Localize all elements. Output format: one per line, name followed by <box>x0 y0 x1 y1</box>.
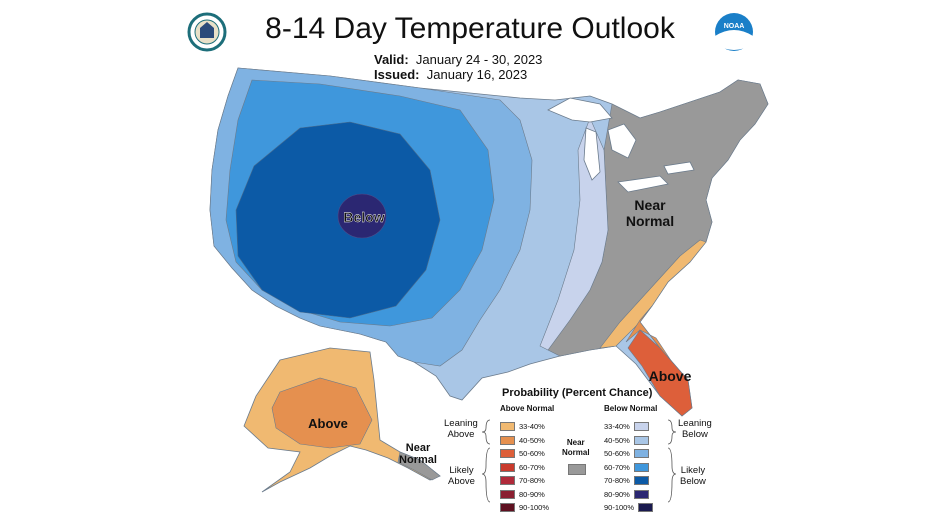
valid-label: Valid: <box>374 52 409 67</box>
legend-below-range-label: 33-40% <box>604 422 630 431</box>
legend-above-range-label: 50-60% <box>519 449 545 458</box>
legend-below-row-1: 33-40% <box>600 422 649 431</box>
legend-below-range-label: 70-80% <box>604 476 630 485</box>
above-33-40-region <box>599 239 707 349</box>
legend-above-swatch <box>500 489 515 499</box>
legend-above-range-label: 40-50% <box>519 435 545 445</box>
legend-above-range-label: 80-90% <box>519 489 545 499</box>
legend-above-range-label: 60-70% <box>519 462 545 472</box>
legend-leaning-below: Leaning Below <box>678 418 712 440</box>
legend-title: Probability (Percent Chance) <box>502 387 653 399</box>
legend-below-range-label: 60-70% <box>604 462 630 472</box>
legend-likely-below: Likely Below <box>680 465 706 487</box>
issued-line: Issued: January 16, 2023 <box>374 67 527 82</box>
below-80-90-region <box>337 193 387 239</box>
svg-text:NOAA: NOAA <box>724 23 745 30</box>
valid-value: January 24 - 30, 2023 <box>415 52 543 67</box>
issued-label: Issued: <box>374 67 420 82</box>
legend-below-header: Below Normal <box>604 404 658 413</box>
label-above-southeast: Above <box>649 368 692 384</box>
legend-above-swatch <box>500 476 515 485</box>
legend-above-range-label: 90-100% <box>519 503 550 512</box>
legend-above-range-label: 70-80% <box>519 476 545 485</box>
below-70-80-region <box>235 121 441 319</box>
legend-below-row-2: 40-50% <box>600 435 649 445</box>
legend-below-range-label: 80-90% <box>604 489 630 499</box>
label-near-alaska-line2: Normal <box>399 454 437 466</box>
legend-likely-above: Likely Above <box>448 465 475 487</box>
legend-below-range-label: 90-100% <box>604 503 635 512</box>
issued-value: January 16, 2023 <box>426 67 528 82</box>
legend-above-row-4: 60-70% <box>500 462 549 472</box>
legend-above-swatch <box>500 435 515 445</box>
legend-above-row-2: 40-50% <box>500 435 549 445</box>
noaa-logo-icon: NOAA <box>715 13 753 51</box>
legend-below-row-7: 90-100% <box>600 503 654 512</box>
legend-below-swatch <box>633 476 649 485</box>
legend-below-swatch <box>633 489 649 499</box>
legend-below-row-4: 60-70% <box>600 462 649 472</box>
label-below: Below <box>343 209 384 225</box>
label-near-normal-line2: Normal <box>626 213 674 229</box>
legend-below-row-5: 70-80% <box>600 476 649 485</box>
great-lakes <box>547 97 695 193</box>
legend-below-row-6: 80-90% <box>600 489 649 499</box>
valid-line: Valid: January 24 - 30, 2023 <box>374 52 542 67</box>
above-40-50-region <box>625 305 673 363</box>
legend-above-header: Above Normal <box>500 404 555 413</box>
legend-above-row-5: 70-80% <box>500 476 549 485</box>
label-near-alaska-line1: Near <box>406 442 431 454</box>
legend-below-row-3: 50-60% <box>600 449 649 458</box>
legend-above-row-7: 90-100% <box>500 503 553 512</box>
doc-seal-icon <box>187 12 227 52</box>
label-near-normal-line1: Near <box>634 197 666 213</box>
legend-above-row-6: 80-90% <box>500 489 549 499</box>
alaska-panhandle-near <box>397 451 441 481</box>
legend-above-swatch <box>500 422 515 431</box>
legend-below-swatch <box>633 422 649 431</box>
alaska-above-40-50 <box>271 377 373 449</box>
legend-leaning-above: Leaning Above <box>444 418 478 440</box>
legend-below-swatch <box>633 435 649 445</box>
legend-above-swatch <box>500 462 515 472</box>
legend-near-normal: Near Normal <box>562 438 590 457</box>
legend-above-range-label: 33-40% <box>519 422 545 431</box>
legend-below-range-label: 40-50% <box>604 435 630 445</box>
legend-near-swatch <box>568 464 586 475</box>
legend-above-row-3: 50-60% <box>500 449 549 458</box>
label-above-alaska: Above <box>308 416 348 431</box>
above-50-60-region <box>627 329 693 417</box>
legend-below-swatch <box>638 503 654 512</box>
legend-below-range-label: 50-60% <box>604 449 630 458</box>
legend-above-swatch <box>500 449 515 458</box>
legend-above-swatch <box>500 503 515 512</box>
page-title: 8-14 Day Temperature Outlook <box>265 12 675 45</box>
legend-above-row-1: 33-40% <box>500 422 549 431</box>
legend-below-swatch <box>633 462 649 472</box>
legend-below-swatch <box>633 449 649 458</box>
